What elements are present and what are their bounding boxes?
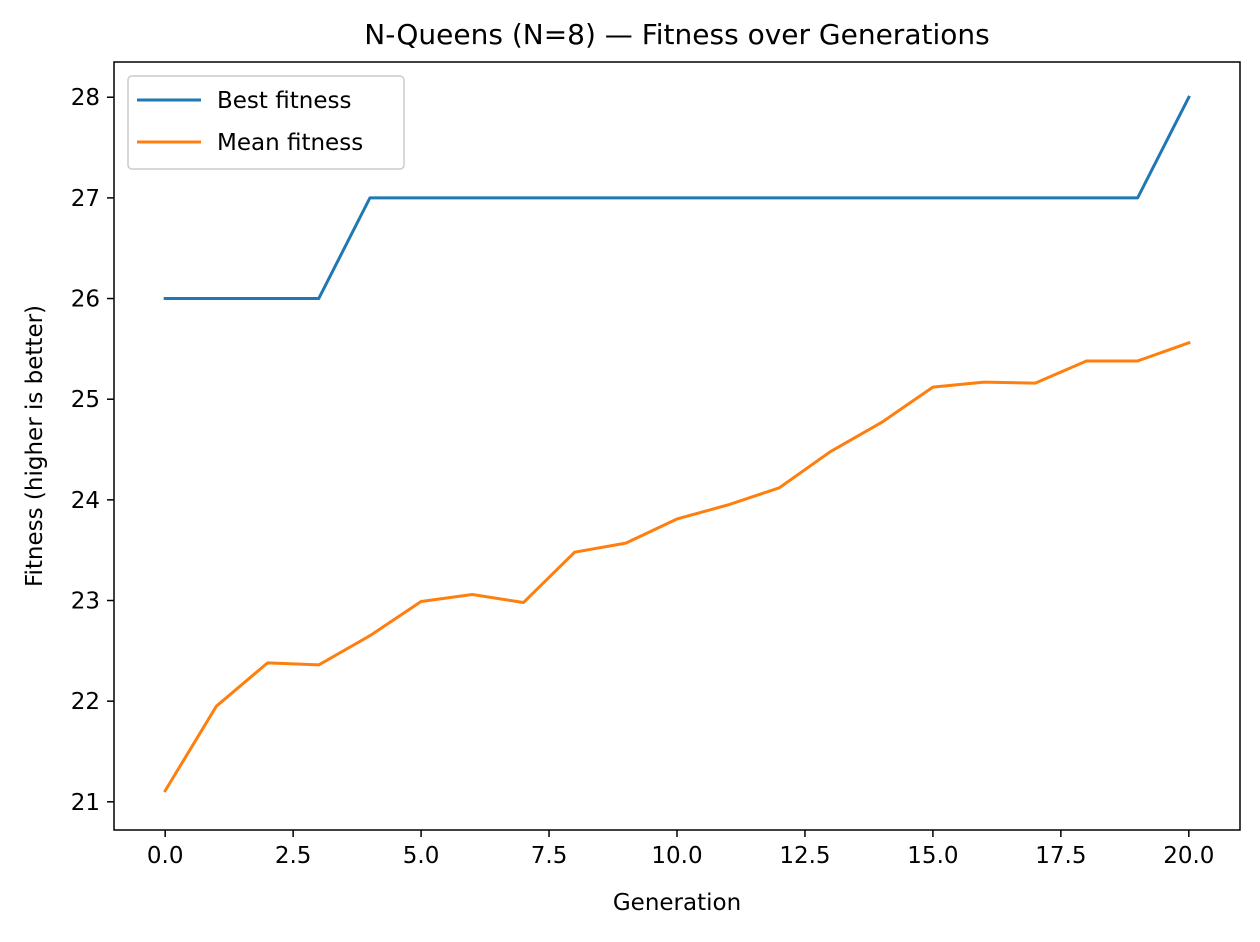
x-tick-label: 20.0 [1163, 843, 1214, 869]
x-tick-label: 0.0 [147, 843, 184, 869]
x-axis-label: Generation [613, 890, 741, 916]
y-axis: 21 22 23 24 25 26 27 28 [71, 85, 114, 816]
y-tick-label: 24 [71, 488, 100, 514]
y-tick-label: 27 [71, 186, 100, 212]
x-tick-label: 17.5 [1035, 843, 1086, 869]
x-tick-label: 10.0 [651, 843, 702, 869]
series-line-best-fitness [163, 95, 1191, 301]
y-tick-label: 22 [71, 689, 100, 715]
y-tick-label: 25 [71, 387, 100, 413]
series-layer [163, 95, 1191, 793]
legend: Best fitness Mean fitness [127, 75, 405, 170]
x-tick-label: 2.5 [275, 843, 312, 869]
y-tick-label: 21 [71, 790, 100, 816]
series-line-mean-fitness [163, 340, 1191, 793]
y-tick-label: 23 [71, 589, 100, 615]
x-tick-label: 15.0 [907, 843, 958, 869]
y-tick-label: 28 [71, 85, 100, 111]
x-tick-label: 5.0 [403, 843, 440, 869]
x-tick-label: 7.5 [531, 843, 568, 869]
chart-title: N-Queens (N=8) — Fitness over Generation… [364, 18, 989, 51]
x-tick-label: 12.5 [779, 843, 830, 869]
x-axis: 0.0 2.5 5.0 7.5 10.0 12.5 15.0 17.5 20.0 [147, 830, 1214, 869]
y-tick-label: 26 [71, 287, 100, 313]
legend-label-best-fitness: Best fitness [217, 88, 351, 114]
y-axis-label: Fitness (higher is better) [22, 305, 48, 587]
legend-label-mean-fitness: Mean fitness [217, 130, 363, 156]
